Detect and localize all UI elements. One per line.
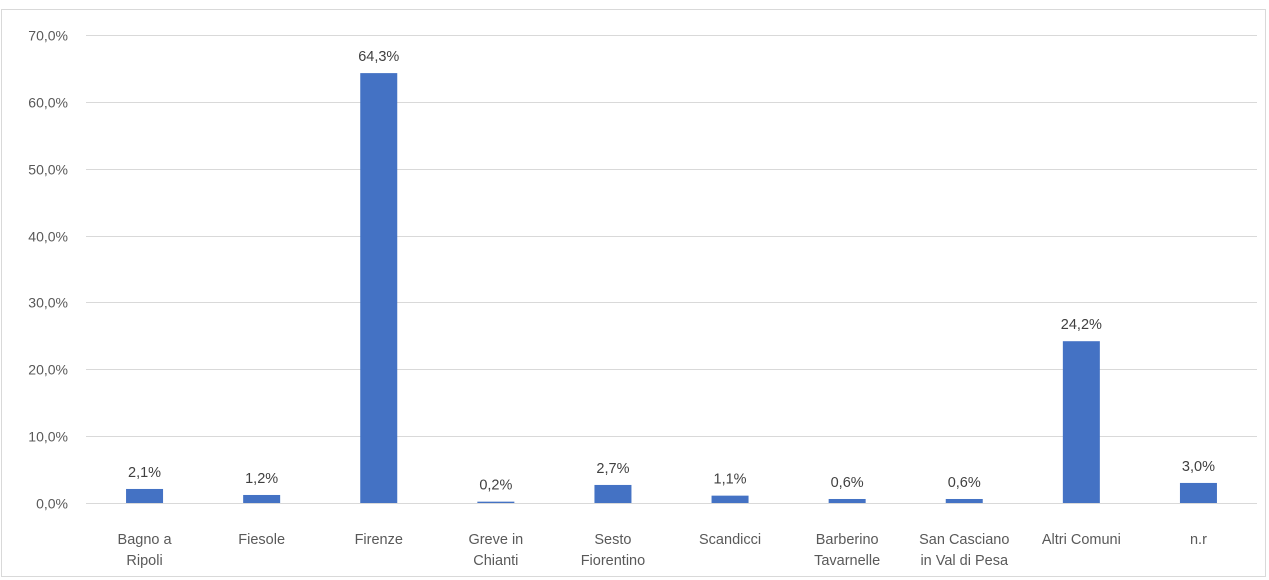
y-tick-label: 60,0%: [28, 95, 68, 111]
category-label: Altri Comuni: [1042, 532, 1121, 548]
category-label-line: Fiesole: [238, 532, 285, 548]
y-axis-ticks: 0,0% 10,0% 20,0% 30,0% 40,0% 50,0% 60,0% 70,0%: [28, 28, 68, 512]
data-labels: 2,1% 1,2% 64,3% 0,2% 2,7% 1,1% 0,6% 0,6% 24,2% 3,…: [128, 49, 1215, 494]
data-label: 2,7%: [596, 461, 629, 477]
category-label-line: Greve in: [468, 532, 523, 548]
category-label-line: Sesto: [594, 532, 631, 548]
category-label-line: Fiorentino: [581, 553, 645, 569]
category-label-line: Scandicci: [699, 532, 761, 548]
category-label-line: Barberino: [816, 532, 879, 548]
y-tick-label: 10,0%: [28, 429, 68, 445]
data-label: 0,6%: [948, 475, 981, 491]
bars: [126, 73, 1217, 503]
data-label: 24,2%: [1061, 317, 1102, 333]
y-tick-label: 50,0%: [28, 162, 68, 178]
bar: [828, 498, 866, 503]
x-axis-categories: Bagno a Ripoli Fiesole Firenze Greve in Chian…: [118, 532, 1208, 569]
y-tick-label: 40,0%: [28, 229, 68, 245]
category-label: Firenze: [355, 532, 403, 548]
bar: [1062, 341, 1100, 503]
category-label-line: Chianti: [473, 553, 518, 569]
data-label: 3,0%: [1182, 459, 1215, 475]
data-label: 1,1%: [714, 472, 747, 488]
category-label-line: San Casciano: [919, 532, 1009, 548]
category-label: n.r: [1190, 532, 1207, 548]
bar: [945, 498, 983, 503]
category-label-line: n.r: [1190, 532, 1207, 548]
category-label: Scandicci: [699, 532, 761, 548]
category-label-line: Ripoli: [126, 553, 162, 569]
data-label: 1,2%: [245, 471, 278, 487]
y-tick-label: 30,0%: [28, 295, 68, 311]
category-label: Fiesole: [238, 532, 285, 548]
category-label: Barberino Tavarnelle: [814, 532, 880, 569]
data-label: 0,2%: [479, 478, 512, 494]
category-label-line: Bagno a: [118, 532, 173, 548]
gridlines: [86, 35, 1257, 504]
bar: [1179, 482, 1217, 503]
bar: [360, 73, 398, 503]
data-label: 64,3%: [358, 49, 399, 65]
bar: [711, 495, 749, 503]
bar: [594, 484, 632, 503]
category-label: Greve in Chianti: [468, 532, 523, 569]
y-tick-label: 70,0%: [28, 28, 68, 44]
category-label: Sesto Fiorentino: [581, 532, 645, 569]
bar: [243, 494, 281, 503]
y-tick-label: 20,0%: [28, 362, 68, 378]
category-label: Bagno a Ripoli: [118, 532, 173, 569]
category-label: San Casciano in Val di Pesa: [919, 532, 1009, 569]
category-label-line: Tavarnelle: [814, 553, 880, 569]
category-label-line: Firenze: [355, 532, 403, 548]
category-label-line: in Val di Pesa: [920, 553, 1009, 569]
category-label-line: Altri Comuni: [1042, 532, 1121, 548]
data-label: 2,1%: [128, 465, 161, 481]
bar: [126, 488, 164, 503]
y-tick-label: 0,0%: [36, 496, 68, 512]
data-label: 0,6%: [831, 475, 864, 491]
bar: [477, 501, 515, 503]
chart-frame: [1, 9, 1266, 577]
